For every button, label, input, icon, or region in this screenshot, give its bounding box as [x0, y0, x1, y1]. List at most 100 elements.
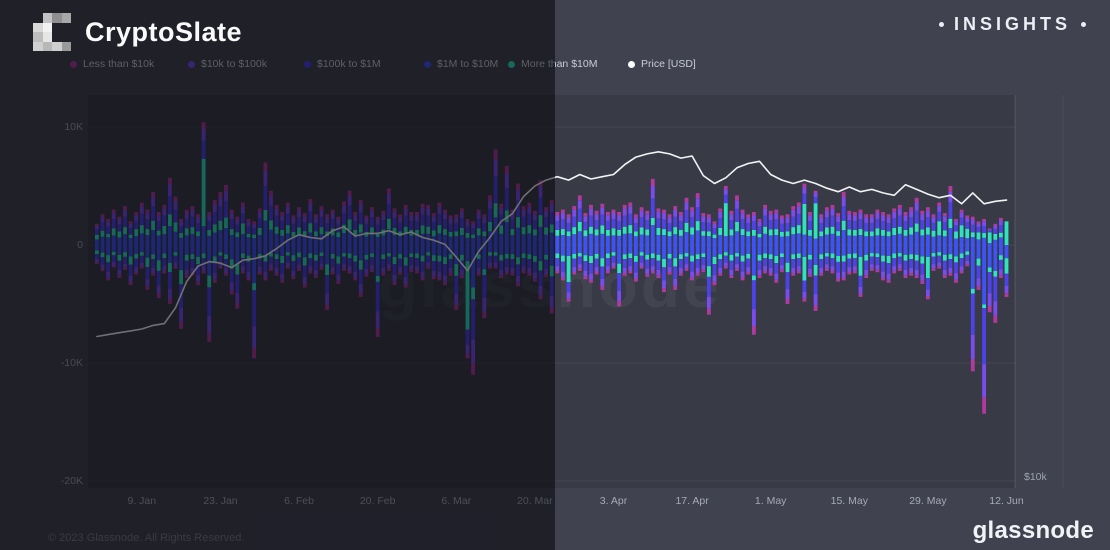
bar-segment[interactable]	[864, 231, 869, 237]
bar-segment[interactable]	[476, 273, 481, 276]
bar-segment[interactable]	[791, 245, 796, 255]
bar-segment[interactable]	[987, 229, 992, 231]
bar-segment[interactable]	[111, 265, 116, 268]
bar-segment[interactable]	[740, 255, 745, 262]
bar-segment[interactable]	[521, 271, 526, 274]
bar-segment[interactable]	[235, 224, 240, 233]
bar-segment[interactable]	[544, 234, 548, 245]
bar-segment[interactable]	[718, 254, 723, 259]
bar-segment[interactable]	[364, 236, 369, 245]
bar-segment[interactable]	[269, 229, 273, 245]
bar-segment[interactable]	[173, 245, 178, 253]
bar-segment[interactable]	[398, 245, 402, 254]
bar-segment[interactable]	[662, 288, 666, 293]
bar-segment[interactable]	[707, 296, 711, 309]
bar-segment[interactable]	[617, 235, 621, 245]
bar-segment[interactable]	[544, 254, 548, 260]
bar-segment[interactable]	[684, 232, 689, 245]
bar-segment[interactable]	[257, 227, 262, 235]
bar-segment[interactable]	[375, 237, 380, 245]
bar-segment[interactable]	[864, 236, 869, 245]
bar-segment[interactable]	[184, 275, 189, 278]
bar-segment[interactable]	[768, 220, 773, 230]
insights-badge[interactable]: INSIGHTS	[938, 14, 1086, 35]
bar-segment[interactable]	[465, 219, 470, 222]
bar-segment[interactable]	[347, 271, 352, 274]
bar-segment[interactable]	[785, 299, 790, 304]
bar-segment[interactable]	[780, 265, 784, 270]
bar-segment[interactable]	[269, 220, 273, 230]
bar-segment[interactable]	[95, 225, 99, 230]
bar-segment[interactable]	[454, 264, 459, 276]
bar-segment[interactable]	[521, 227, 526, 235]
bar-segment[interactable]	[577, 200, 582, 209]
bar-segment[interactable]	[611, 235, 616, 245]
bar-segment[interactable]	[746, 253, 751, 259]
bar-segment[interactable]	[1004, 293, 1009, 297]
bar-segment[interactable]	[752, 275, 756, 281]
bar-segment[interactable]	[982, 237, 986, 245]
bar-segment[interactable]	[577, 268, 582, 271]
bar-segment[interactable]	[246, 261, 251, 272]
bar-segment[interactable]	[252, 245, 256, 284]
bar-segment[interactable]	[650, 217, 655, 225]
bar-segment[interactable]	[527, 233, 532, 245]
bar-segment[interactable]	[813, 265, 818, 276]
bar-segment[interactable]	[656, 227, 661, 235]
bar-segment[interactable]	[403, 277, 408, 284]
bar-segment[interactable]	[920, 245, 925, 257]
bar-segment[interactable]	[774, 235, 779, 245]
bar-segment[interactable]	[201, 266, 206, 271]
bar-segment[interactable]	[151, 267, 155, 274]
bar-segment[interactable]	[999, 245, 1003, 256]
bar-segment[interactable]	[420, 207, 425, 215]
bar-segment[interactable]	[819, 259, 824, 268]
bar-segment[interactable]	[948, 245, 953, 255]
bar-segment[interactable]	[825, 234, 829, 245]
bar-segment[interactable]	[387, 264, 391, 269]
bar-segment[interactable]	[555, 212, 560, 216]
bar-segment[interactable]	[622, 208, 627, 216]
bar-segment[interactable]	[527, 225, 532, 234]
bar-segment[interactable]	[970, 334, 975, 360]
bar-segment[interactable]	[847, 267, 852, 273]
bar-segment[interactable]	[712, 264, 717, 276]
bar-segment[interactable]	[774, 213, 779, 220]
bar-segment[interactable]	[336, 232, 341, 237]
bar-segment[interactable]	[970, 219, 975, 225]
bar-segment[interactable]	[583, 255, 588, 262]
bar-segment[interactable]	[533, 235, 537, 245]
bar-segment[interactable]	[443, 275, 447, 282]
bar-segment[interactable]	[291, 223, 296, 232]
bar-segment[interactable]	[903, 215, 908, 221]
bar-segment[interactable]	[780, 257, 784, 265]
bar-segment[interactable]	[982, 308, 986, 365]
bar-segment[interactable]	[982, 219, 986, 222]
bar-segment[interactable]	[774, 279, 779, 283]
bar-segment[interactable]	[538, 226, 543, 245]
bar-segment[interactable]	[897, 226, 902, 234]
bar-segment[interactable]	[471, 339, 475, 363]
bar-segment[interactable]	[662, 267, 666, 281]
bar-segment[interactable]	[858, 245, 863, 257]
bar-segment[interactable]	[314, 245, 318, 255]
bar-segment[interactable]	[858, 293, 863, 297]
bar-segment[interactable]	[847, 214, 852, 221]
bar-segment[interactable]	[510, 245, 515, 255]
bar-segment[interactable]	[841, 261, 846, 272]
bar-segment[interactable]	[707, 308, 711, 315]
bar-segment[interactable]	[606, 271, 610, 274]
bar-segment[interactable]	[415, 215, 419, 221]
bar-segment[interactable]	[297, 257, 301, 265]
bar-segment[interactable]	[909, 234, 913, 245]
bar-segment[interactable]	[465, 221, 470, 227]
bar-segment[interactable]	[308, 203, 313, 212]
bar-segment[interactable]	[796, 245, 801, 254]
bar-segment[interactable]	[151, 191, 155, 198]
bar-segment[interactable]	[791, 267, 796, 274]
bar-segment[interactable]	[123, 227, 127, 235]
bar-segment[interactable]	[667, 267, 672, 273]
bar-segment[interactable]	[757, 260, 762, 270]
bar-segment[interactable]	[982, 226, 986, 233]
